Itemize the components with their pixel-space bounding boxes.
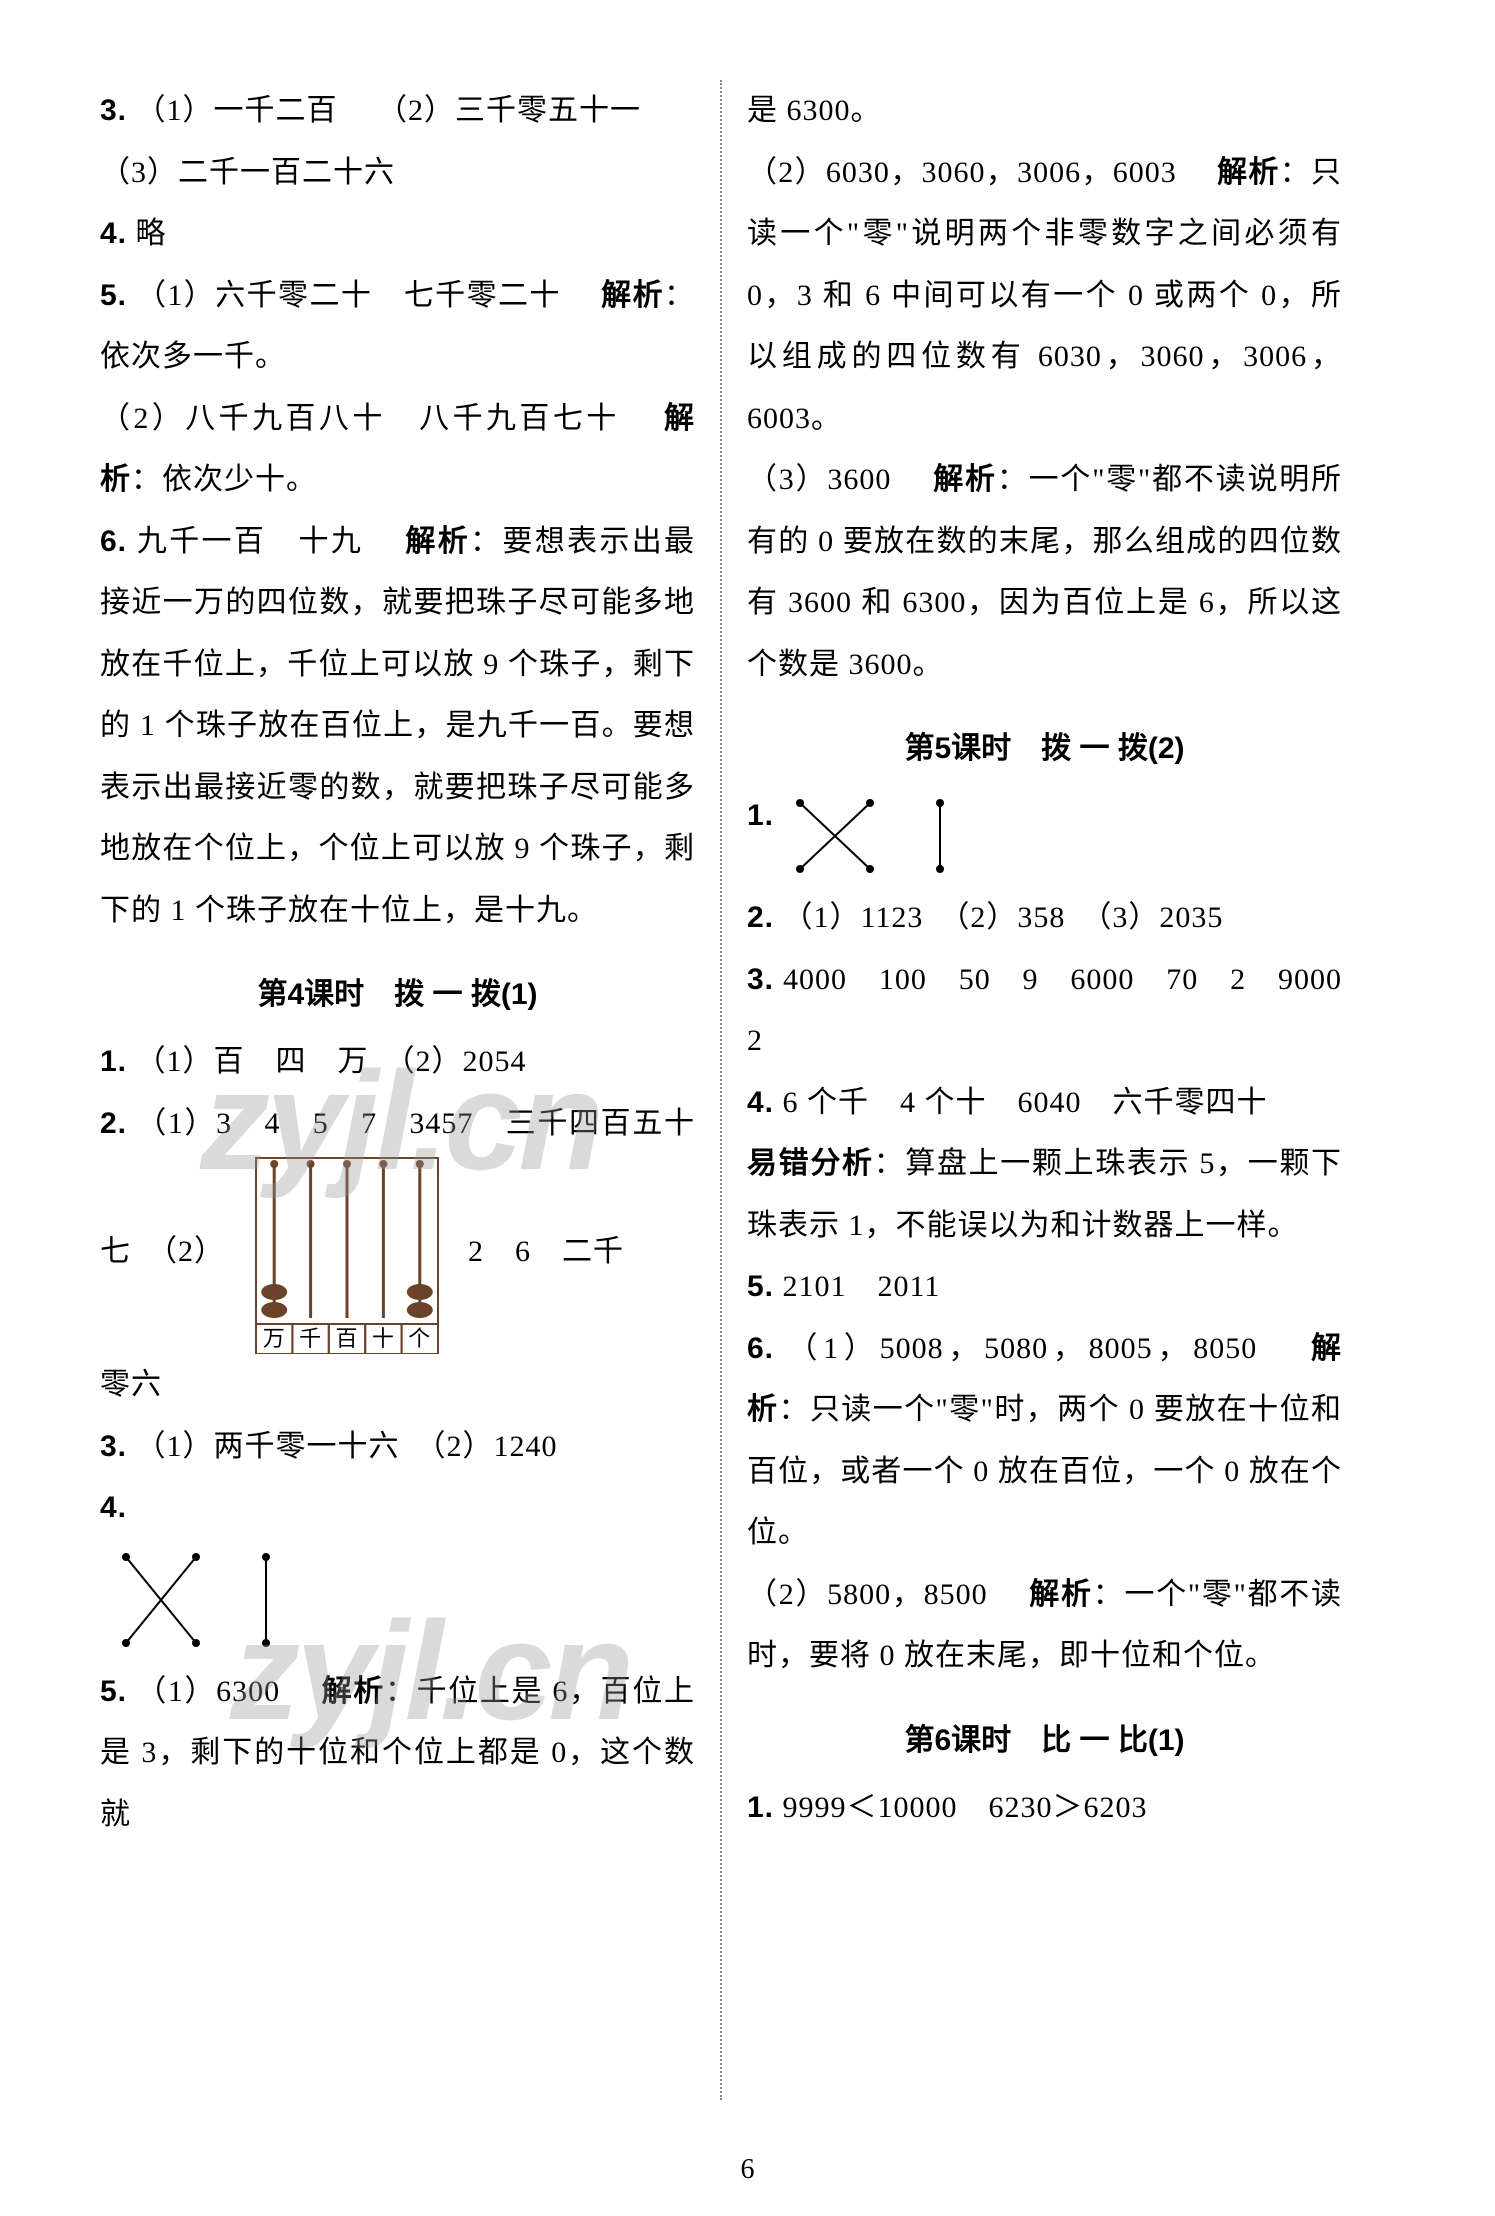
q3-line2: （3）二千一百二十六	[100, 142, 695, 204]
answer-text: （2）八千九百八十 八千九百七十	[100, 402, 620, 435]
right-column: 是 6300。 （2）6030，3060，3006，6003 解析：只读一个"零…	[722, 80, 1342, 2100]
question-number: 6.	[747, 1332, 774, 1365]
question-number: 6.	[100, 525, 127, 558]
question-number: 4.	[100, 1491, 127, 1524]
question-number: 2.	[747, 901, 774, 934]
left-column: 3. （1）一千二百 （2）三千零五十一 （3）二千一百二十六 4. 略 5. …	[100, 80, 720, 2100]
question-number: 1.	[747, 785, 774, 847]
abacus-diagram: 万千百十个	[242, 1154, 452, 1354]
answer-text: 4000 100 50 9 6000 70 2 9000 2	[747, 963, 1373, 1058]
analysis-text: ：依次少十。	[131, 463, 317, 496]
line-match-diagram	[780, 791, 960, 881]
answer-text: 9999＜10000 6230＞6203	[783, 1791, 1148, 1824]
q5-p2: （2）八千九百八十 八千九百七十 解析：依次少十。	[100, 388, 695, 511]
answer-text: （1）5008，5080，8005，8050	[787, 1332, 1257, 1365]
cont-text: 是 6300。	[747, 80, 1342, 142]
answer-text: （2）5800，8500	[747, 1578, 988, 1611]
section-4-title: 第4课时 拨 一 拨(1)	[100, 969, 695, 1013]
answer-text: （2）6030，3060，3006，6003	[747, 156, 1177, 189]
s5-q6-p2: （2）5800，8500 解析：一个"零"都不读时，要将 0 放在末尾，即十位和…	[747, 1564, 1342, 1687]
s4-q2-tail: 零六	[100, 1354, 695, 1416]
svg-text:百: 百	[335, 1326, 358, 1351]
answer-text: （1）一千二百	[136, 94, 338, 127]
answer-text: 九千一百 十九	[137, 525, 363, 558]
error-analysis-label: 易错分析	[747, 1147, 874, 1180]
analysis-text: ：只读一个"零"时，两个 0 要放在十位和百位，或者一个 0 放在百位，一个 0…	[747, 1393, 1342, 1549]
svg-text:个: 个	[408, 1326, 431, 1351]
section-5-title: 第5课时 拨 一 拨(2)	[747, 723, 1342, 767]
analysis-label: 解析	[322, 1675, 385, 1708]
question-number: 1.	[747, 1791, 774, 1824]
answer-text: （1）六千零二十 七千零二十	[136, 279, 561, 312]
question-number: 1.	[100, 1045, 127, 1078]
answer-text: （3）二千一百二十六	[100, 156, 395, 189]
analysis-label: 解析	[1029, 1578, 1092, 1611]
answer-text: 略	[136, 217, 167, 250]
s5-q4-err: 易错分析：算盘上一颗上珠表示 5，一颗下珠表示 1，不能误以为和计数器上一样。	[747, 1133, 1342, 1256]
answer-text: 2 6 二千	[468, 1235, 624, 1268]
question-number: 3.	[100, 1430, 127, 1463]
s4-q4: 4.	[100, 1477, 695, 1655]
answer-text: 2101 2011	[783, 1270, 941, 1303]
s5-q6-p1: 6. （1）5008，5080，8005，8050 解析：只读一个"零"时，两个…	[747, 1318, 1342, 1564]
question-number: 5.	[100, 1675, 127, 1708]
analysis-label: 解析	[601, 279, 664, 312]
answer-text: 6 个千 4 个十 6040 六千零四十	[783, 1086, 1268, 1119]
r-p3: （3）3600 解析：一个"零"都不读说明所有的 0 要放在数的末尾，那么组成的…	[747, 449, 1342, 695]
svg-text:千: 千	[299, 1326, 322, 1351]
question-number: 2.	[100, 1107, 127, 1140]
question-number: 3.	[100, 94, 127, 127]
s5-q4: 4. 6 个千 4 个十 6040 六千零四十	[747, 1072, 1342, 1134]
q5-p1: 5. （1）六千零二十 七千零二十 解析：依次多一千。	[100, 265, 695, 388]
s5-q2: 2. （1）1123 （2）358 （3）2035	[747, 887, 1342, 949]
svg-text:十: 十	[371, 1326, 394, 1351]
s6-q1: 1. 9999＜10000 6230＞6203	[747, 1777, 1342, 1839]
question-number: 4.	[100, 217, 127, 250]
line-match-diagram	[106, 1545, 286, 1655]
r-p2: （2）6030，3060，3006，6003 解析：只读一个"零"说明两个非零数…	[747, 142, 1342, 450]
page-number: 6	[0, 2154, 1495, 2186]
analysis-label: 解析	[933, 463, 997, 496]
analysis-text: ：只读一个"零"说明两个非零数字之间必须有 0，3 和 6 中间可以有一个 0 …	[747, 156, 1342, 435]
analysis-text: ：要想表示出最接近一万的四位数，就要把珠子尽可能多地放在千位上，千位上可以放 9…	[100, 525, 695, 927]
answer-text: （1）两千零一十六 （2）1240	[136, 1430, 558, 1463]
answer-text: （1）6300	[136, 1675, 280, 1708]
analysis-label: 解析	[1217, 156, 1280, 189]
svg-text:万: 万	[262, 1326, 285, 1351]
answer-text: （1）百 四 万 （2）2054	[136, 1045, 527, 1078]
question-number: 5.	[747, 1270, 774, 1303]
s4-q5: 5. （1）6300 解析：千位上是 6，百位上是 3，剩下的十位和个位上都是 …	[100, 1661, 695, 1846]
question-number: 4.	[747, 1086, 774, 1119]
answer-text: 零六	[100, 1368, 162, 1401]
s4-q3: 3. （1）两千零一十六 （2）1240	[100, 1416, 695, 1478]
answer-text: （1）1123 （2）358 （3）2035	[783, 901, 1224, 934]
abacus-icon: 万千百十个	[242, 1154, 452, 1354]
question-number: 3.	[747, 963, 774, 996]
s5-q3: 3. 4000 100 50 9 6000 70 2 9000 2	[747, 949, 1342, 1072]
s4-q1: 1. （1）百 四 万 （2）2054	[100, 1031, 695, 1093]
q3: 3. （1）一千二百 （2）三千零五十一	[100, 80, 695, 142]
s4-q2: 2. （1）3 4 5 7 3457 三千四百五十七 （2） 万千百十个 2 6…	[100, 1093, 695, 1355]
page: zyjl.cn zyjl.cn 3. （1）一千二百 （2）三千零五十一 （3）…	[0, 0, 1495, 2216]
answer-text: （3）3600	[747, 463, 891, 496]
section-6-title: 第6课时 比 一 比(1)	[747, 1715, 1342, 1759]
q4: 4. 略	[100, 203, 695, 265]
s5-q5: 5. 2101 2011	[747, 1256, 1342, 1318]
question-number: 5.	[100, 279, 127, 312]
s5-q1: 1.	[747, 785, 1342, 887]
two-column-layout: 3. （1）一千二百 （2）三千零五十一 （3）二千一百二十六 4. 略 5. …	[100, 80, 1405, 2100]
analysis-label: 解析	[405, 525, 470, 558]
answer-text: （2）三千零五十一	[377, 94, 641, 127]
q6: 6. 九千一百 十九 解析：要想表示出最接近一万的四位数，就要把珠子尽可能多地放…	[100, 511, 695, 942]
